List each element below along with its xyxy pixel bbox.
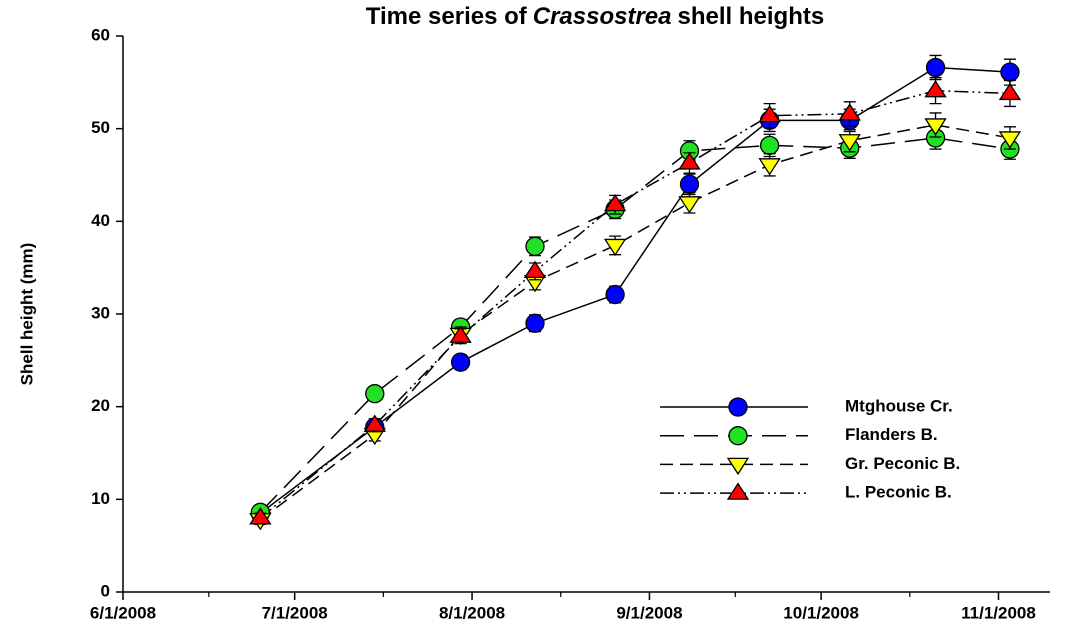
marker	[450, 352, 471, 372]
x-tick-label: 7/1/2008	[262, 603, 328, 622]
marker	[998, 131, 1022, 149]
title-part: shell heights	[678, 3, 825, 30]
marker	[925, 57, 946, 78]
x-tick-label: 11/1/2008	[961, 603, 1036, 622]
marker	[678, 196, 701, 214]
y-tick-label: 40	[91, 211, 110, 230]
marker	[838, 134, 861, 152]
marker	[838, 103, 861, 121]
y-tick-label: 20	[91, 396, 110, 415]
marker	[759, 135, 780, 155]
x-tick-label: 6/1/2008	[90, 603, 156, 622]
legend-marker	[728, 426, 748, 446]
y-tick-label: 50	[91, 118, 110, 137]
marker	[924, 79, 947, 98]
title-part: Crassostrea	[533, 3, 672, 30]
legend-marker	[728, 397, 748, 417]
marker	[449, 325, 472, 343]
series-line	[259, 124, 1011, 521]
y-axis-label: Shell height (mm)	[17, 243, 36, 386]
legend-label: L. Peconic B.	[845, 483, 952, 502]
marker	[605, 284, 625, 305]
x-tick-label: 8/1/2008	[439, 603, 505, 622]
marker	[1000, 62, 1020, 82]
marker	[924, 118, 947, 136]
series-line	[259, 137, 1011, 513]
marker	[523, 260, 547, 279]
marker	[525, 313, 545, 333]
x-tick-label: 9/1/2008	[616, 603, 682, 622]
legend-marker	[726, 482, 750, 500]
marker	[603, 238, 627, 257]
legend-label: Gr. Peconic B.	[845, 454, 960, 473]
legend-marker	[726, 457, 750, 476]
marker	[603, 193, 627, 212]
chart-title: Time series of Crassostrea shell heights	[366, 3, 824, 30]
marker	[363, 414, 386, 432]
legend-label: Mtghouse Cr.	[845, 396, 953, 415]
series-line	[259, 66, 1010, 514]
y-tick-label: 30	[91, 303, 110, 322]
legend-label: Flanders B.	[845, 425, 938, 444]
marker	[249, 507, 272, 525]
y-tick-label: 0	[101, 581, 110, 600]
marker	[998, 82, 1022, 101]
title-part: Time series of	[366, 3, 528, 30]
marker	[525, 236, 545, 257]
series-line	[259, 89, 1010, 519]
marker	[679, 174, 700, 194]
x-tick-label: 10/1/2008	[783, 603, 859, 622]
marker	[758, 158, 781, 176]
marker	[758, 104, 781, 123]
marker	[365, 384, 385, 404]
y-tick-label: 10	[91, 489, 110, 508]
marker	[678, 152, 701, 170]
y-tick-label: 60	[91, 25, 110, 44]
